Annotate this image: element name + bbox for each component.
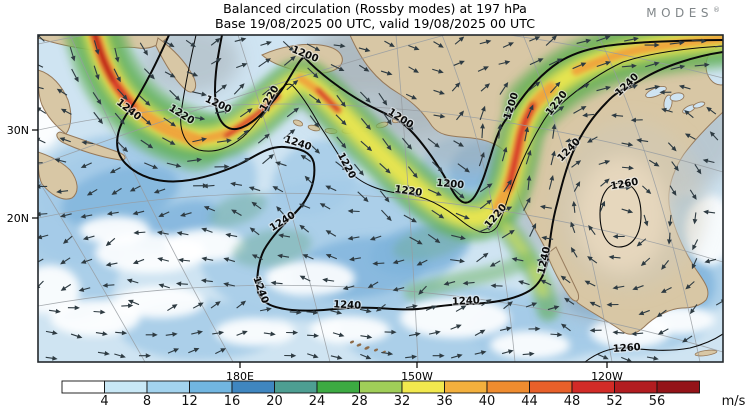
x-tick-label: 120W bbox=[591, 370, 623, 383]
contour-label: 1200 bbox=[436, 178, 465, 191]
colorbar-tick-label: 12 bbox=[181, 394, 198, 408]
colorbar-segment bbox=[231, 380, 275, 394]
colorbar-segment bbox=[529, 380, 573, 394]
wind-arrows bbox=[38, 35, 723, 362]
chart-subtitle: Base 19/08/2025 00 UTC, valid 19/08/2025… bbox=[214, 16, 535, 31]
modes-logo-text: MODES bbox=[646, 6, 713, 20]
colorbar-tick-label: 20 bbox=[266, 394, 283, 408]
colorbar-segment bbox=[401, 380, 445, 394]
colorbar-unit: m/s bbox=[722, 394, 746, 408]
y-axis: 30N 20N bbox=[7, 124, 38, 225]
map-plot: 1240 1220 1200 1220120012401240124012201200… bbox=[38, 35, 723, 362]
colorbar-segment bbox=[486, 380, 530, 394]
colorbar-tick-label: 36 bbox=[436, 394, 453, 408]
colorbar-tick-label: 16 bbox=[224, 394, 241, 408]
colorbar-tick-label: 28 bbox=[351, 394, 368, 408]
y-tick-label: 20N bbox=[7, 212, 29, 225]
colorbar-tick-label: 8 bbox=[143, 394, 151, 408]
colorbar-tick-label: 24 bbox=[309, 394, 326, 408]
chart-title: Balanced circulation (Rossby modes) at 1… bbox=[223, 1, 527, 16]
colorbar-segment bbox=[571, 380, 615, 394]
colorbar-segment bbox=[444, 380, 488, 394]
contour-label: 1220 bbox=[394, 184, 423, 199]
colorbar-tick-label: 32 bbox=[394, 394, 411, 408]
colorbar-segment bbox=[274, 380, 318, 394]
colorbar-segment bbox=[104, 380, 148, 394]
contour-label: 1240 bbox=[333, 299, 361, 311]
colorbar-segment bbox=[614, 380, 658, 394]
contour-label: 1240 bbox=[452, 295, 480, 307]
colorbar-tick-label: 4 bbox=[100, 394, 108, 408]
x-tick-label: 180E bbox=[226, 370, 254, 383]
colorbar-segment bbox=[359, 380, 403, 394]
contour-label: 1260 bbox=[613, 342, 642, 355]
colorbar-tick-label: 52 bbox=[606, 394, 623, 408]
contour-label: 1260 bbox=[610, 177, 639, 193]
colorbar-segment bbox=[61, 380, 105, 394]
registered-mark: ® bbox=[713, 6, 720, 14]
colorbar-segment bbox=[656, 380, 700, 394]
colorbar-segment bbox=[316, 380, 360, 394]
colorbar-tick-label: 56 bbox=[649, 394, 666, 408]
x-axis: 180E 150W 120W bbox=[226, 362, 623, 383]
colorbar-tick-label: 40 bbox=[479, 394, 496, 408]
x-tick-label: 150W bbox=[401, 370, 433, 383]
colorbar-segment bbox=[189, 380, 233, 394]
colorbar-tick-label: 44 bbox=[521, 394, 538, 408]
y-tick-label: 30N bbox=[7, 124, 29, 137]
colorbar-tick-label: 48 bbox=[564, 394, 581, 408]
modes-logo: MODES® bbox=[646, 6, 720, 20]
colorbar-segment bbox=[146, 380, 190, 394]
map-border bbox=[37, 34, 724, 363]
colorbar: 4 8 12 16 20 24 28 32 36 40 44 48 52 56 m/s bbox=[61, 380, 746, 408]
